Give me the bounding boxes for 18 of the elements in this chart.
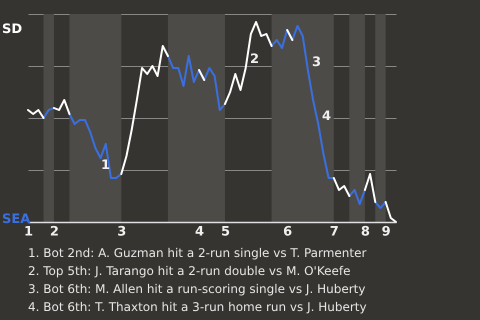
- text: 2. Top 5th: J. Tarango hit a 2-run double vs M. O'Keefe: [28, 263, 352, 280]
- annotation: 2: [250, 52, 260, 67]
- text: 1. Bot 2nd: A. Guzman hit a 2-run single vs T. Parmenter: [28, 245, 367, 262]
- text: 3. Bot 6th: M. Allen hit a run-scoring single vs J. Huberty: [28, 281, 366, 298]
- x-tick-label: 4: [195, 224, 204, 240]
- x-tick-label: 8: [360, 224, 370, 240]
- text: SD: [2, 22, 22, 37]
- x-tick-label: 7: [330, 224, 339, 240]
- x-tick-label: 9: [382, 224, 391, 240]
- annotation: 4: [322, 109, 332, 124]
- annotation: 3: [312, 55, 322, 70]
- annotation: SEA: [2, 212, 30, 227]
- text: 4. Bot 6th: T. Thaxton hit a 3-run home run vs J. Huberty: [28, 299, 367, 316]
- x-tick-label: 5: [220, 224, 230, 240]
- x-tick-label: 3: [117, 224, 126, 240]
- x-tick-label: 1: [24, 224, 34, 240]
- x-tick-label: 2: [50, 224, 59, 240]
- x-tick-label: 6: [283, 224, 292, 240]
